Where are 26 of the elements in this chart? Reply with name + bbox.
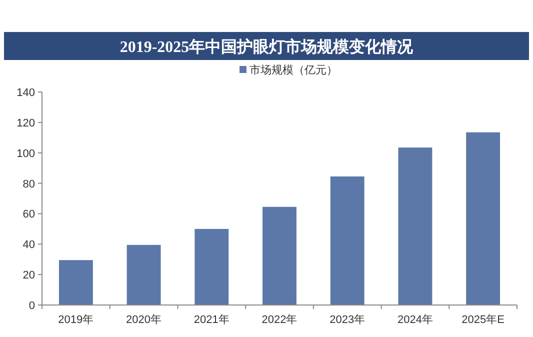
bar bbox=[126, 244, 161, 305]
bar bbox=[466, 132, 500, 305]
x-tick-label: 2019年 bbox=[58, 314, 94, 326]
y-tick-label: 80 bbox=[22, 178, 35, 190]
chart-title: 2019-2025年中国护眼灯市场规模变化情况 bbox=[120, 38, 414, 56]
bar bbox=[194, 228, 229, 305]
y-tick-label: 140 bbox=[16, 87, 35, 99]
x-tick-label: 2024年 bbox=[397, 314, 433, 326]
y-tick-label: 120 bbox=[16, 117, 35, 130]
x-tick-label: 2025年E bbox=[462, 314, 504, 326]
bar bbox=[330, 176, 364, 305]
x-tick-label: 2020年 bbox=[126, 314, 162, 326]
y-tick-label: 40 bbox=[22, 239, 35, 252]
y-tick-label: 0 bbox=[28, 300, 35, 312]
y-tick-label: 100 bbox=[16, 148, 35, 160]
bar bbox=[262, 206, 296, 305]
title-banner: 2019-2025年中国护眼灯市场规模变化情况 bbox=[4, 32, 529, 60]
x-tick-label: 2021年 bbox=[194, 314, 230, 326]
bar bbox=[58, 260, 93, 305]
x-tick-label: 2022年 bbox=[262, 314, 298, 326]
y-tick-label: 60 bbox=[22, 208, 35, 221]
legend-label: 市场规模（亿元） bbox=[250, 64, 338, 76]
bar bbox=[398, 148, 432, 305]
x-tick-label: 2023年 bbox=[330, 314, 366, 326]
legend: 市场规模（亿元） bbox=[240, 64, 338, 76]
y-tick-label: 20 bbox=[22, 270, 35, 282]
